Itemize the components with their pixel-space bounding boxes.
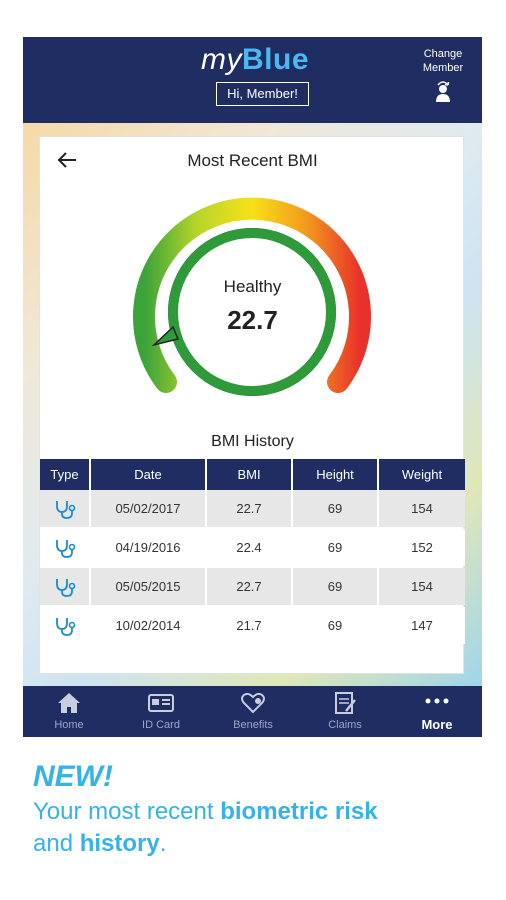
nav-id-card-label: ID Card <box>142 719 180 731</box>
promo-line-2-end: . <box>159 830 167 857</box>
card-title: Most Recent BMI <box>187 151 318 170</box>
column-divider <box>291 490 293 646</box>
nav-id-card[interactable]: ID Card <box>115 686 207 737</box>
stethoscope-icon <box>56 579 76 597</box>
promo-line-2-bold: history <box>79 830 160 857</box>
promo-new-label: NEW! <box>33 760 113 793</box>
home-icon <box>58 693 80 713</box>
stethoscope-icon <box>56 618 76 636</box>
cell-height: 69 <box>327 618 343 633</box>
logo-my: my <box>201 43 242 76</box>
table-row[interactable] <box>40 490 465 527</box>
id-card-icon <box>148 694 174 712</box>
bmi-gauge <box>133 197 371 396</box>
nav-benefits-label: Benefits <box>233 719 273 731</box>
nav-claims[interactable]: Claims <box>299 686 391 737</box>
promo-line-1-text: Your most recent <box>33 798 221 825</box>
switch-user-icon <box>436 81 450 102</box>
promo-line-1-bold: biometric risk <box>220 798 378 825</box>
bottom-nav: Home ID Card Benefits <box>23 686 482 737</box>
nav-more-label: More <box>421 717 453 732</box>
table-row[interactable] <box>40 568 465 605</box>
promo-caption: NEW! Your most recent biometric risk and… <box>33 760 493 858</box>
header-height: Height <box>293 459 377 490</box>
phone-screen: myBlue Hi, Member! Change Member Most Re… <box>23 37 482 737</box>
table-row[interactable] <box>40 529 465 566</box>
nav-more[interactable]: More <box>391 686 482 737</box>
cell-height: 69 <box>327 579 343 594</box>
logo-blue: Blue <box>242 43 310 76</box>
cell-date: 05/02/2017 <box>115 501 181 516</box>
promo-line-2: and history. <box>33 830 493 858</box>
cell-height: 69 <box>327 501 343 516</box>
header-date: Date <box>91 459 205 490</box>
cell-date: 05/05/2015 <box>115 579 181 594</box>
header-bmi: BMI <box>207 459 291 490</box>
stethoscope-icon <box>56 501 76 519</box>
cell-bmi: 21.7 <box>236 618 262 633</box>
header-type: Type <box>40 459 89 490</box>
history-title: BMI History <box>211 433 294 450</box>
bmi-card: Most Recent BMI Healthy 22.7 BMI History… <box>39 136 465 674</box>
stethoscope-icon <box>56 540 76 558</box>
change-member-label-2: Member <box>422 62 464 74</box>
bmi-value: 22.7 <box>227 305 278 335</box>
header-weight: Weight <box>379 459 465 490</box>
nav-benefits[interactable]: Benefits <box>207 686 299 737</box>
more-icon <box>425 698 449 704</box>
change-member-label-1: Change <box>423 48 463 60</box>
cell-weight: 147 <box>411 618 433 633</box>
cell-bmi: 22.4 <box>236 540 262 555</box>
nav-home[interactable]: Home <box>23 686 115 737</box>
cell-weight: 154 <box>411 579 433 594</box>
cell-weight: 154 <box>411 501 433 516</box>
nav-claims-label: Claims <box>328 719 362 731</box>
cell-date: 04/19/2016 <box>115 540 181 555</box>
column-divider <box>89 490 91 646</box>
benefits-icon <box>241 692 265 714</box>
cell-date: 10/02/2014 <box>115 618 181 633</box>
column-divider <box>205 490 207 646</box>
app-logo: myBlue <box>201 43 309 77</box>
back-arrow-icon[interactable] <box>56 149 78 171</box>
claims-icon <box>335 692 356 714</box>
promo-line-2-text: and <box>33 830 80 857</box>
bmi-status: Healthy <box>223 277 282 296</box>
nav-home-label: Home <box>54 719 84 731</box>
cell-height: 69 <box>327 540 343 555</box>
cell-weight: 152 <box>411 540 433 555</box>
cell-bmi: 22.7 <box>236 579 262 594</box>
column-divider <box>377 490 379 646</box>
change-member-button[interactable]: Change Member <box>411 47 475 107</box>
promo-line-1: Your most recent biometric risk <box>33 798 493 826</box>
app-header: myBlue Hi, Member! Change Member <box>23 37 482 123</box>
table-row[interactable] <box>40 607 465 644</box>
cell-bmi: 22.7 <box>236 501 262 516</box>
greeting-badge: Hi, Member! <box>216 82 309 106</box>
